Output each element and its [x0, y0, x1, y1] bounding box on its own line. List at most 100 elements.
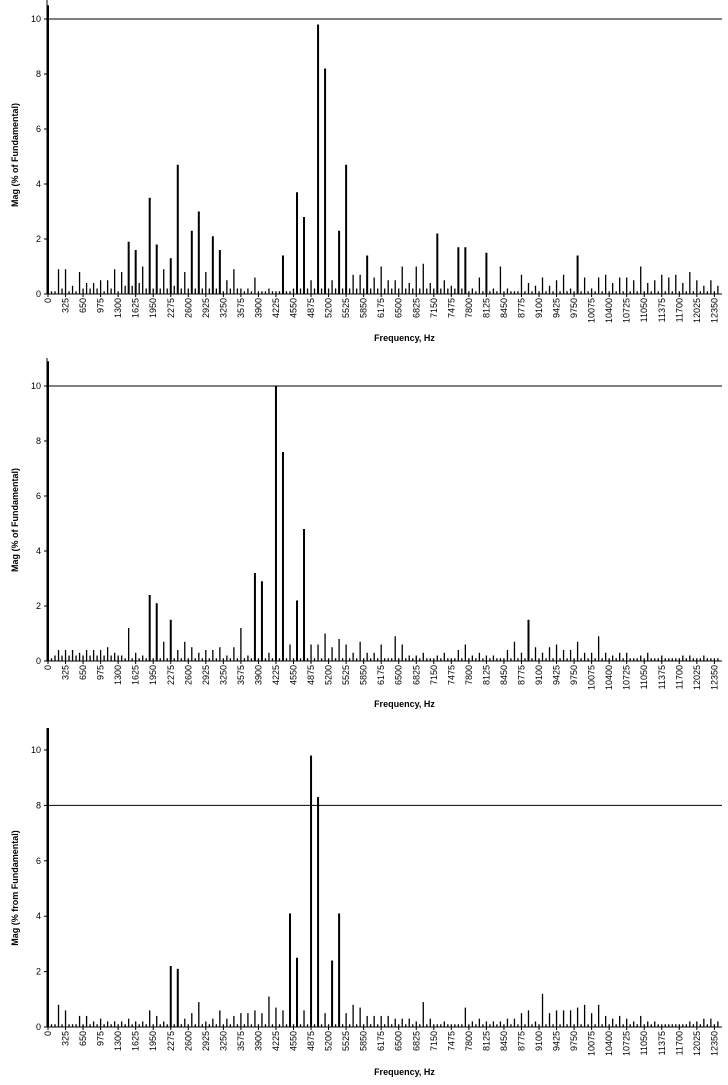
- bar: [149, 1010, 151, 1027]
- bar: [619, 652, 621, 661]
- bar: [212, 1018, 214, 1027]
- bar: [499, 266, 502, 294]
- bar: [219, 647, 221, 661]
- bar: [306, 658, 309, 661]
- bar: [338, 913, 341, 1027]
- bar: [422, 1002, 424, 1027]
- y-tick-label: 6: [36, 856, 41, 866]
- bar: [562, 650, 565, 661]
- bar: [243, 291, 246, 294]
- bar: [576, 255, 579, 294]
- x-tick-label: 1625: [131, 665, 141, 685]
- x-tick-label: 10075: [587, 1031, 597, 1056]
- bar: [99, 280, 102, 294]
- x-tick-label: 4225: [271, 665, 281, 685]
- bar: [661, 1024, 663, 1027]
- bar: [391, 288, 393, 294]
- x-tick-label: 12025: [692, 665, 702, 690]
- bar: [576, 641, 579, 661]
- bar: [250, 658, 253, 661]
- bar: [320, 288, 323, 294]
- bar: [398, 288, 400, 294]
- bar: [717, 1021, 719, 1027]
- bar: [640, 1015, 642, 1027]
- bar: [454, 288, 456, 294]
- bar: [103, 291, 105, 294]
- bar: [292, 658, 295, 661]
- bar: [64, 1010, 67, 1027]
- bar: [555, 1010, 558, 1027]
- bar: [78, 1015, 81, 1027]
- bar: [373, 1015, 375, 1027]
- bar: [135, 652, 137, 661]
- x-tick-label: 4225: [271, 1031, 281, 1051]
- bar: [703, 655, 705, 661]
- bar: [275, 291, 277, 294]
- bar: [622, 1024, 624, 1027]
- bar: [57, 269, 60, 294]
- bar: [513, 1018, 516, 1027]
- bar: [548, 1013, 551, 1027]
- bar: [692, 1024, 694, 1027]
- x-tick-label: 7800: [464, 298, 474, 318]
- bar: [604, 274, 607, 294]
- bar: [562, 274, 565, 294]
- x-tick-label: 11375: [657, 1031, 667, 1055]
- bar: [615, 291, 617, 294]
- bar: [468, 1024, 470, 1027]
- bar: [657, 291, 659, 294]
- bar: [348, 1024, 351, 1027]
- x-tick-label: 5200: [324, 665, 334, 685]
- bar: [197, 211, 200, 294]
- bar: [341, 1024, 344, 1027]
- bar: [436, 233, 439, 294]
- bar: [562, 1010, 565, 1027]
- x-tick-label: 2925: [201, 298, 211, 318]
- x-tick-label: 2275: [166, 665, 176, 685]
- bar: [282, 1010, 284, 1027]
- bar: [608, 658, 610, 661]
- bar: [299, 288, 302, 294]
- bar: [668, 658, 670, 661]
- bar: [205, 272, 207, 294]
- bar: [341, 658, 344, 661]
- bar: [268, 996, 270, 1027]
- bar: [384, 288, 386, 294]
- x-tick-label: 3250: [218, 1031, 228, 1051]
- bar: [352, 274, 354, 294]
- bar: [443, 652, 445, 661]
- bar: [208, 1024, 210, 1027]
- bar: [450, 1024, 452, 1027]
- bar: [429, 658, 431, 661]
- x-tick-label: 10725: [622, 665, 632, 690]
- bar: [433, 1024, 435, 1027]
- bar: [387, 1015, 389, 1027]
- bar: [485, 252, 488, 294]
- bar: [261, 291, 263, 294]
- bar: [243, 1024, 246, 1027]
- bar: [457, 247, 460, 294]
- bar: [657, 658, 659, 661]
- x-tick-label: 6175: [376, 298, 386, 318]
- x-tick-label: 2275: [166, 1031, 176, 1051]
- x-tick-label: 12350: [709, 1031, 719, 1056]
- bar: [405, 288, 407, 294]
- bar: [426, 1024, 428, 1027]
- bar: [377, 1024, 379, 1027]
- bar: [366, 652, 368, 661]
- bar: [145, 658, 147, 661]
- bar: [713, 658, 716, 661]
- bar: [54, 655, 56, 661]
- bar: [96, 1024, 98, 1027]
- bar: [341, 288, 344, 294]
- bar: [177, 650, 179, 661]
- bar: [654, 658, 656, 661]
- bar: [426, 658, 428, 661]
- bar: [482, 291, 484, 294]
- bar: [278, 658, 281, 661]
- bar: [131, 1024, 133, 1027]
- bar: [706, 1024, 709, 1027]
- bar: [75, 1024, 77, 1027]
- bar: [334, 658, 337, 661]
- bar: [643, 291, 645, 294]
